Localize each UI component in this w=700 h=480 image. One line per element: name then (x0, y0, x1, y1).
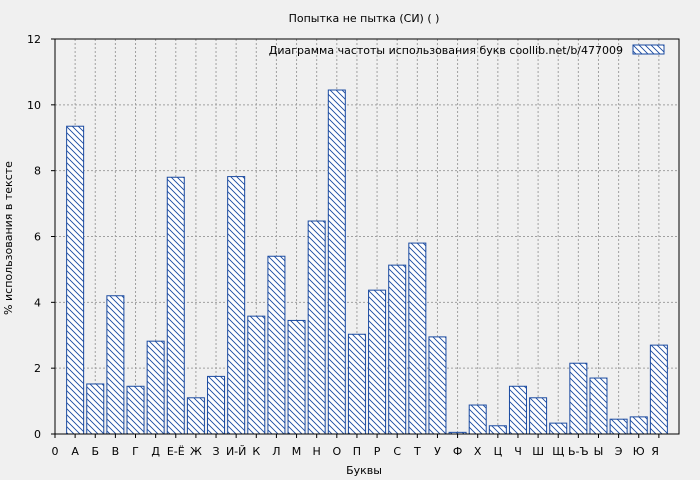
x-tick-label: Д (151, 445, 160, 458)
x-tick-label: Л (272, 445, 280, 458)
x-tick-label: Ж (190, 445, 202, 458)
bar-Т (408, 242, 427, 435)
bar-З (207, 375, 226, 435)
bar-Р (368, 289, 387, 435)
bar-Н (307, 220, 326, 435)
y-axis-ticks: 0 2 4 6 8 10 12 (27, 33, 55, 441)
bar-О (327, 89, 346, 435)
bar-Г (126, 385, 145, 435)
y-tick-label: 6 (34, 231, 41, 244)
x-tick-label: Ю (633, 445, 645, 458)
y-tick-label: 2 (34, 362, 41, 375)
x-axis-ticks: 0 А Б В Г Д Е-Ё Ж З И-Й К Л М Н О П Р С Т У Ф Х Ц Ч Ш Щ Ь-Ъ Ы Э Ю Я (52, 434, 660, 458)
x-tick-label: Я (651, 445, 659, 458)
chart-title: Попытка не пытка (СИ) ( ) (289, 12, 440, 25)
bar-Я (649, 344, 668, 435)
bar-Ы (589, 377, 608, 435)
x-tick-label: О (332, 445, 341, 458)
x-tick-label: М (292, 445, 302, 458)
x-tick-label: Ч (514, 445, 522, 458)
bar-Б (86, 383, 105, 435)
x-tick-label: Б (91, 445, 99, 458)
bars (66, 89, 668, 435)
bar-У (428, 336, 447, 435)
x-tick-label: Т (413, 445, 421, 458)
x-tick-label: С (393, 445, 401, 458)
bar-П (347, 333, 366, 435)
x-tick-label: В (112, 445, 120, 458)
x-axis-label: Буквы (346, 464, 382, 477)
x-tick-label: У (434, 445, 441, 458)
x-tick-label: Ы (594, 445, 604, 458)
x-tick-label: Н (313, 445, 321, 458)
bar-Ю (629, 416, 648, 435)
legend-label: Диаграмма частоты использования букв coo… (269, 44, 623, 57)
x-tick-label: Г (132, 445, 139, 458)
x-tick-label: К (252, 445, 260, 458)
x-tick-label: Ф (453, 445, 462, 458)
bar-К (247, 315, 266, 435)
bar-Х (468, 404, 487, 435)
x-tick-label: 0 (52, 445, 59, 458)
x-tick-label: Е-Ё (167, 445, 185, 458)
y-axis-label: % использования в тексте (2, 161, 15, 315)
bar-Д (146, 340, 165, 435)
bar-Э (609, 418, 628, 435)
bar-Ж (186, 397, 205, 435)
bar-Ч (508, 385, 527, 435)
bar-М (287, 319, 306, 435)
x-tick-label: З (213, 445, 220, 458)
y-tick-label: 12 (27, 33, 41, 46)
bar-В (106, 295, 125, 435)
x-tick-label: И-Й (226, 445, 246, 458)
x-tick-label: Э (615, 445, 623, 458)
bar-Ц (488, 425, 507, 435)
bar-Ш (529, 397, 548, 435)
y-tick-label: 0 (34, 428, 41, 441)
y-tick-label: 4 (34, 296, 41, 309)
y-tick-label: 10 (27, 99, 41, 112)
x-tick-label: Р (374, 445, 381, 458)
x-tick-label: А (71, 445, 79, 458)
bar-Ь-Ъ (569, 362, 588, 435)
x-tick-label: Ш (532, 445, 544, 458)
legend: Диаграмма частоты использования букв coo… (269, 44, 665, 57)
bar-Л (267, 255, 286, 435)
bar-И-Й (227, 176, 246, 435)
x-tick-label: Щ (552, 445, 564, 458)
bar-Щ (549, 422, 568, 435)
y-tick-label: 8 (34, 165, 41, 178)
legend-swatch (632, 44, 665, 55)
x-tick-label: П (353, 445, 361, 458)
bar-Е-Ё (166, 176, 185, 435)
bar-А (66, 125, 85, 435)
bar-С (388, 264, 407, 435)
x-tick-label: Ц (494, 445, 503, 458)
x-tick-label: Ь-Ъ (568, 445, 589, 458)
x-tick-label: Х (474, 445, 482, 458)
